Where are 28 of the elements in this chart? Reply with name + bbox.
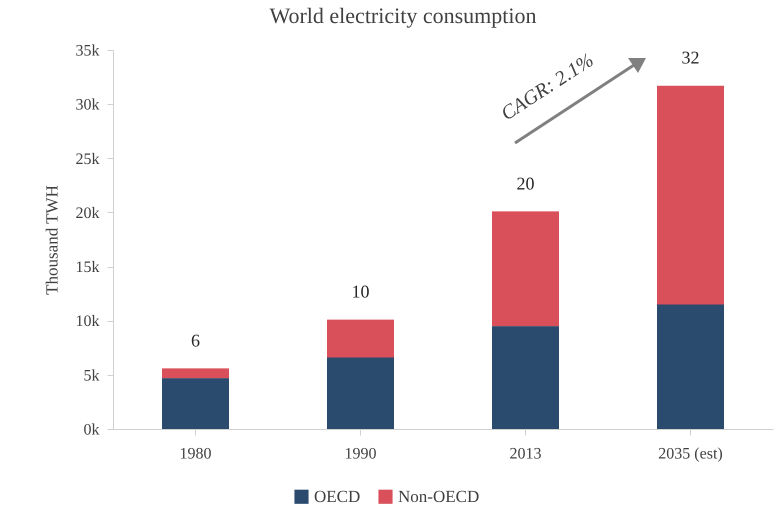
y-tick-label: 35k: [76, 42, 100, 60]
bar: [657, 86, 724, 304]
x-tick-label: 2013: [510, 446, 542, 462]
total-label: 32: [682, 48, 700, 68]
total-label: 6: [191, 330, 200, 350]
total-label: 10: [352, 282, 370, 302]
legend-label: Non-OECD: [398, 486, 480, 506]
bar: [657, 304, 724, 429]
bar: [327, 320, 394, 358]
y-tick-label: 30k: [76, 96, 100, 114]
x-tick-label: 1990: [344, 446, 376, 462]
y-axis-title: Thousand TWH: [42, 185, 62, 295]
total-label: 20: [516, 173, 534, 194]
y-tick-label: 20k: [76, 204, 100, 222]
bar: [492, 326, 559, 429]
y-tick-label: 25k: [76, 150, 100, 168]
x-tick-label: 1980: [180, 446, 212, 462]
bar: [492, 211, 559, 326]
y-tick-label: 5k: [84, 367, 100, 384]
x-tick-label: 2035 (est): [658, 446, 723, 462]
y-tick-label: 0k: [84, 422, 100, 438]
y-tick-label: 10k: [76, 313, 100, 330]
bar: [162, 368, 229, 378]
bar: [327, 358, 394, 429]
y-tick-label: 15k: [76, 259, 100, 276]
bar: [162, 378, 229, 429]
legend-label: OECD: [314, 486, 360, 506]
chart-title: World electricity consumption: [269, 3, 537, 28]
